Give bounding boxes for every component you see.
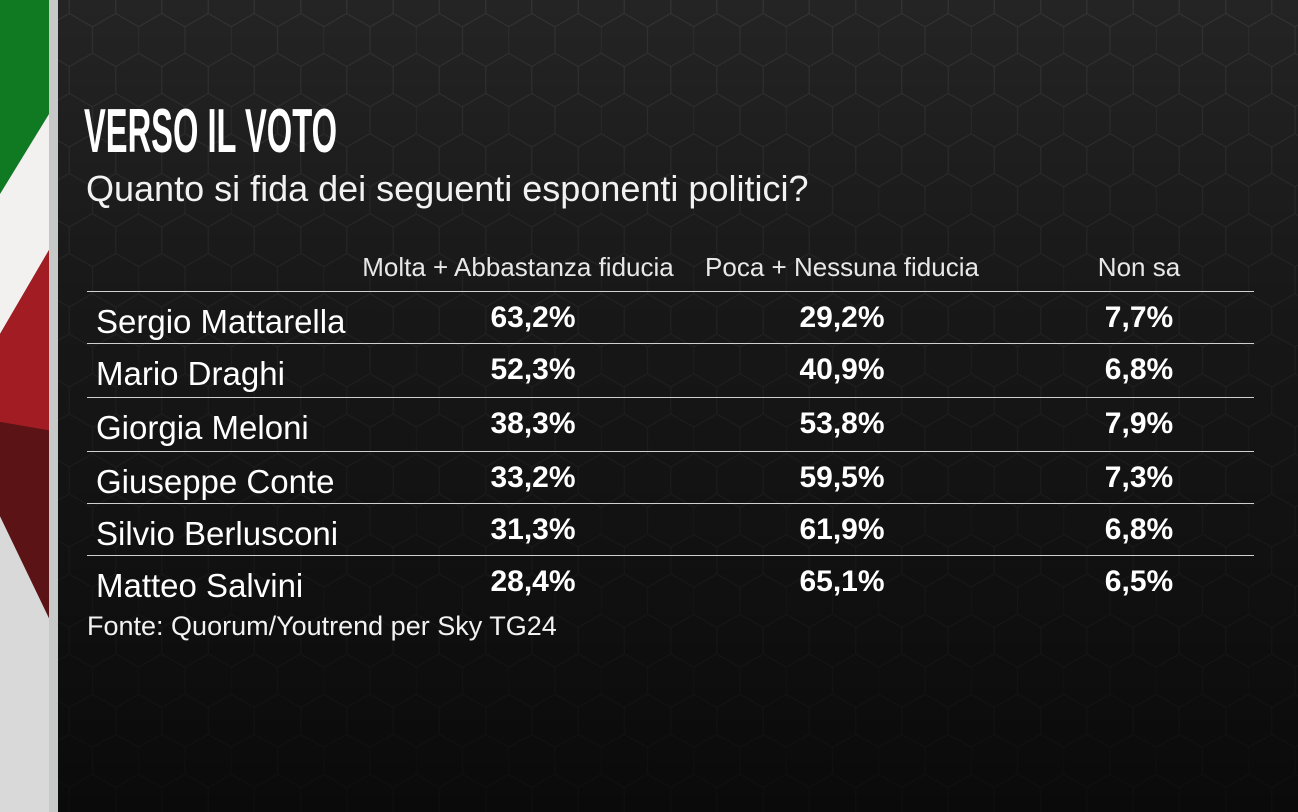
svg-text:VERSO IL VOTO: VERSO IL VOTO [84, 97, 337, 164]
